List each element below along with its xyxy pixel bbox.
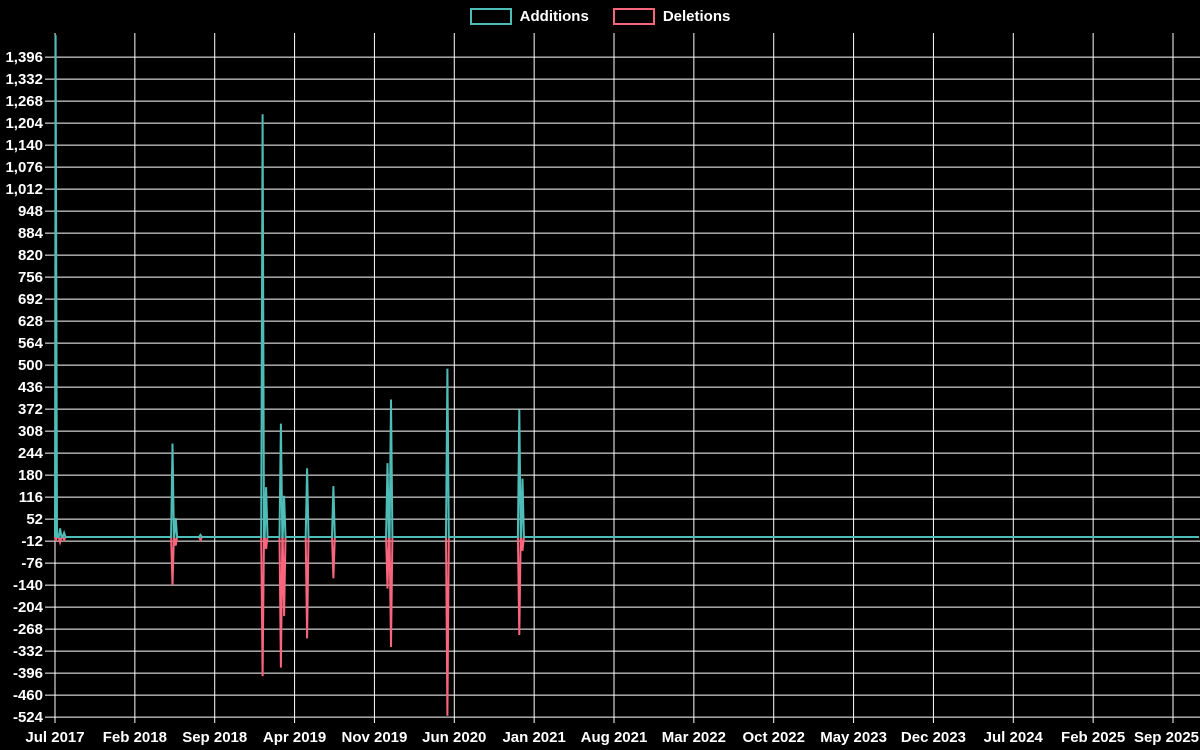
x-tick-label: Nov 2019 [341, 729, 407, 746]
x-tick-label: Sep 2025 [1134, 729, 1199, 746]
x-tick-label: Jan 2021 [502, 729, 565, 746]
y-tick-label: -12 [21, 533, 43, 550]
y-tick-label: -204 [13, 599, 44, 616]
x-tick-label: Aug 2021 [581, 729, 648, 746]
y-tick-label: 308 [18, 423, 43, 440]
legend-label-additions: Additions [519, 8, 589, 25]
y-tick-label: 1,012 [5, 181, 43, 198]
legend-item-deletions[interactable]: Deletions [612, 8, 731, 25]
y-tick-label: 1,268 [5, 93, 43, 110]
y-tick-label: -396 [13, 665, 43, 682]
y-tick-label: 372 [18, 401, 43, 418]
x-tick-label: Feb 2025 [1061, 729, 1125, 746]
y-tick-label: -140 [13, 577, 43, 594]
x-tick-label: May 2023 [820, 729, 887, 746]
additions-line [54, 35, 1199, 538]
y-tick-label: 1,332 [5, 71, 43, 88]
x-tick-label: Feb 2018 [103, 729, 167, 746]
y-tick-label: 1,140 [5, 137, 43, 154]
chart-legend: Additions Deletions [0, 8, 1200, 25]
y-tick-label: 948 [18, 203, 43, 220]
y-tick-label: 180 [18, 467, 43, 484]
y-tick-label: 1,076 [5, 159, 43, 176]
y-tick-label: 52 [26, 511, 43, 528]
y-tick-label: 692 [18, 291, 43, 308]
y-tick-label: 436 [18, 379, 43, 396]
y-tick-label: 820 [18, 247, 43, 264]
y-tick-label: -460 [13, 687, 43, 704]
y-tick-label: 1,204 [5, 115, 43, 132]
y-tick-label: -332 [13, 643, 43, 660]
y-tick-label: -76 [21, 555, 43, 572]
y-tick-label: 244 [18, 445, 44, 462]
additions-swatch-icon [469, 8, 512, 25]
x-tick-label: Jul 2024 [984, 729, 1044, 746]
y-tick-label: -524 [13, 709, 44, 726]
y-tick-label: 756 [18, 269, 43, 286]
legend-item-additions[interactable]: Additions [469, 8, 589, 25]
y-tick-label: 116 [19, 489, 43, 506]
x-tick-label: Mar 2022 [662, 729, 726, 746]
y-tick-label: 628 [18, 313, 43, 330]
y-tick-label: 500 [18, 357, 43, 374]
y-tick-label: -268 [13, 621, 43, 638]
y-tick-label: 884 [18, 225, 44, 242]
x-tick-label: Jun 2020 [422, 729, 486, 746]
x-tick-label: Jul 2017 [25, 729, 84, 746]
y-tick-label: 1,396 [5, 49, 43, 66]
legend-label-deletions: Deletions [662, 8, 731, 25]
x-tick-label: Sep 2018 [182, 729, 247, 746]
x-tick-label: Apr 2019 [263, 729, 326, 746]
x-tick-label: Oct 2022 [742, 729, 805, 746]
deletions-line [54, 536, 1199, 716]
deletions-swatch-icon [612, 8, 655, 25]
y-tick-label: 564 [18, 335, 44, 352]
x-tick-label: Dec 2023 [901, 729, 966, 746]
